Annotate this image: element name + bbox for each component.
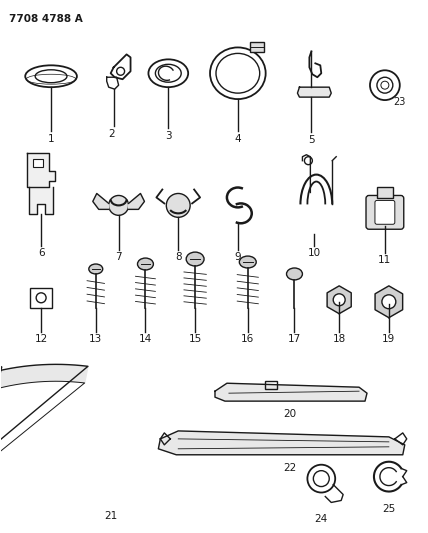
Bar <box>33 159 43 167</box>
Text: 11: 11 <box>378 255 392 265</box>
Polygon shape <box>375 286 403 318</box>
Ellipse shape <box>286 268 303 280</box>
Polygon shape <box>0 365 88 533</box>
Text: 18: 18 <box>333 334 346 344</box>
Polygon shape <box>215 383 367 401</box>
Text: 23: 23 <box>393 97 405 107</box>
Text: 10: 10 <box>308 248 321 258</box>
Ellipse shape <box>239 256 256 268</box>
Polygon shape <box>107 77 119 89</box>
Polygon shape <box>128 193 145 209</box>
Text: 7: 7 <box>115 252 122 262</box>
Polygon shape <box>327 286 351 314</box>
Circle shape <box>382 295 396 309</box>
FancyBboxPatch shape <box>375 200 395 224</box>
Bar <box>377 187 393 198</box>
Text: 5: 5 <box>308 135 315 145</box>
Text: 2: 2 <box>108 129 115 139</box>
Text: 14: 14 <box>139 334 152 344</box>
Circle shape <box>109 196 128 215</box>
Ellipse shape <box>186 252 204 266</box>
Bar <box>250 43 264 52</box>
Text: 13: 13 <box>89 334 102 344</box>
Text: 17: 17 <box>288 334 301 344</box>
Text: 7708 4788 A: 7708 4788 A <box>9 14 83 23</box>
Bar <box>265 381 276 389</box>
Text: 4: 4 <box>235 134 241 144</box>
Text: 9: 9 <box>235 252 241 262</box>
Circle shape <box>304 157 312 165</box>
Bar <box>30 288 52 308</box>
Polygon shape <box>111 54 131 79</box>
Polygon shape <box>297 87 331 97</box>
Text: 1: 1 <box>48 134 54 144</box>
Polygon shape <box>158 431 405 455</box>
Circle shape <box>36 293 46 303</box>
Text: 3: 3 <box>165 131 172 141</box>
Text: 8: 8 <box>175 252 181 262</box>
Circle shape <box>166 193 190 217</box>
Circle shape <box>117 67 125 75</box>
Text: 15: 15 <box>188 334 202 344</box>
Text: 6: 6 <box>38 248 45 258</box>
Text: 25: 25 <box>382 504 395 514</box>
Polygon shape <box>27 153 55 187</box>
Polygon shape <box>29 187 53 214</box>
Text: 12: 12 <box>35 334 48 344</box>
Text: 24: 24 <box>315 514 328 524</box>
FancyBboxPatch shape <box>366 196 404 229</box>
Circle shape <box>333 294 345 306</box>
Text: 20: 20 <box>283 409 296 419</box>
Text: 22: 22 <box>283 463 296 473</box>
Text: 21: 21 <box>104 511 117 521</box>
Ellipse shape <box>89 264 103 274</box>
Polygon shape <box>93 193 109 209</box>
Ellipse shape <box>137 258 153 270</box>
Text: 19: 19 <box>382 334 395 344</box>
Text: 16: 16 <box>241 334 254 344</box>
